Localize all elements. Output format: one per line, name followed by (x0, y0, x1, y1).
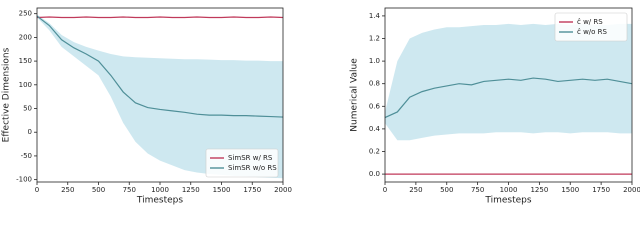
y-tick-label: -50 (21, 152, 32, 160)
x-tick-label: 2000 (274, 186, 292, 194)
x-tick-label: 250 (409, 186, 422, 194)
y-tick-label: 250 (19, 10, 32, 18)
y-axis-label: Numerical Value (350, 58, 360, 132)
y-tick-label: 1.4 (369, 12, 381, 20)
y-axis-label: Effective Dimensions (2, 47, 12, 142)
legend-label: ĉ w/ RS (577, 18, 603, 26)
legend-box (205, 148, 279, 178)
legend-label: SimSR w/ RS (228, 154, 273, 162)
confidence-band (385, 23, 632, 141)
y-tick-label: -100 (16, 176, 32, 184)
x-tick-label: 0 (35, 186, 39, 194)
x-tick-label: 1250 (530, 186, 548, 194)
x-tick-label: 250 (61, 186, 74, 194)
x-tick-label: 1000 (500, 186, 518, 194)
x-tick-label: 1000 (151, 186, 169, 194)
y-tick-label: 200 (19, 33, 32, 41)
x-tick-label: 0 (383, 186, 387, 194)
x-axis-label: Timesteps (484, 196, 531, 206)
y-tick-label: 0.8 (369, 80, 380, 88)
y-tick-label: 50 (23, 105, 32, 113)
y-tick-label: 1.2 (369, 35, 380, 43)
y-tick-label: 0.6 (369, 102, 381, 110)
y-tick-label: 150 (19, 57, 32, 65)
x-tick-label: 1250 (182, 186, 200, 194)
series-line (36, 15, 284, 118)
x-tick-label: 1500 (561, 186, 579, 194)
x-tick-label: 1750 (243, 186, 261, 194)
x-tick-label: 500 (92, 186, 105, 194)
series-line (384, 77, 633, 119)
x-tick-label: 1750 (592, 186, 610, 194)
confidence-band (37, 14, 283, 179)
x-axis-label: Timesteps (136, 196, 183, 206)
x-tick-label: 750 (123, 186, 136, 194)
figure: 0 250 500 750 1000 1250 1500 1750 2000-100-50050… (2, 7, 640, 206)
y-tick-label: 0 (28, 128, 32, 136)
y-tick-label: 100 (19, 81, 32, 89)
legend-label: ĉ w/o RS (577, 28, 608, 36)
y-tick-label: 0.4 (369, 125, 381, 133)
x-tick-label: 1500 (213, 186, 231, 194)
x-tick-label: 500 (440, 186, 453, 194)
x-tick-label: 750 (471, 186, 484, 194)
legend-box (554, 12, 628, 42)
y-tick-label: 0.2 (369, 147, 380, 155)
y-tick-label: 1.0 (369, 57, 380, 65)
legend-label: SimSR w/o RS (228, 164, 277, 172)
y-tick-label: 0.0 (369, 170, 380, 178)
x-tick-label: 2000 (623, 186, 640, 194)
